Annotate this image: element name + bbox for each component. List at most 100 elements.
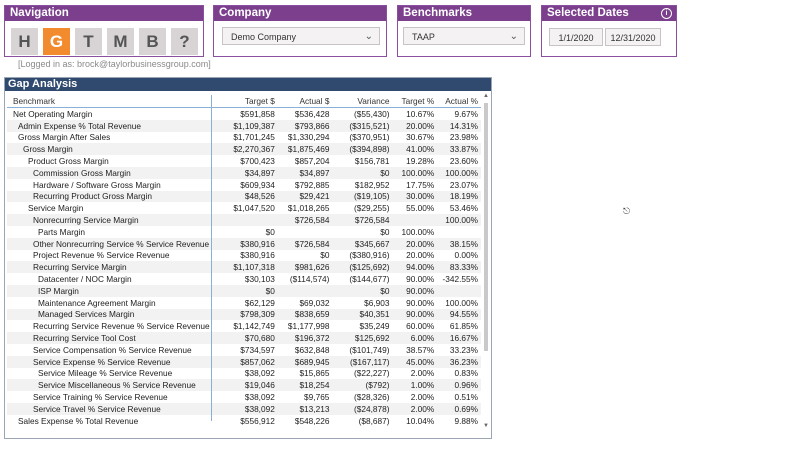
cell-tpct xyxy=(392,214,438,226)
nav-home-button[interactable]: H xyxy=(11,28,38,55)
cell-actual: $69,032 xyxy=(299,297,330,308)
table-row[interactable]: Recurring Service Tool Cost $70,680 $196,3… xyxy=(7,332,481,344)
table-row[interactable]: Product Gross Margin $700,423 $857,204 $156… xyxy=(7,155,481,167)
cell-actual: $838,659 xyxy=(277,308,333,321)
table-row[interactable]: Service Travel % Service Revenue $38,092 $… xyxy=(7,402,481,415)
company-title: Company xyxy=(214,6,386,21)
table-row[interactable]: Managed Services Margin $798,309 $838,659 $… xyxy=(7,308,481,321)
cell-target: $48,526 xyxy=(221,190,278,203)
cell-actual: $1,177,998 xyxy=(287,321,330,332)
scroll-up-icon[interactable]: ▲ xyxy=(483,93,489,99)
table-row[interactable]: Net Operating Margin $591,858 $536,428 ($55… xyxy=(7,108,481,120)
col-header-actual-pct[interactable]: Actual % xyxy=(437,94,481,108)
cell-apct: 9.67% xyxy=(454,108,478,119)
row-benchmark-name: Service Training % Service Revenue xyxy=(33,392,168,403)
benchmarks-dropdown[interactable]: TAAP ⌄ xyxy=(403,27,525,45)
row-benchmark-name: Managed Services Margin xyxy=(7,308,222,321)
cell-variance: ($55,430) xyxy=(353,108,390,119)
table-row[interactable]: Service Margin $1,047,520 $1,018,265 ($29,2… xyxy=(7,202,481,214)
cell-actual: $9,765 xyxy=(304,392,330,403)
cell-actual xyxy=(277,284,333,297)
table-row[interactable]: Hardware / Software Gross Margin $609,934… xyxy=(7,179,481,191)
table-row[interactable]: Datacenter / NOC Margin $30,103 ($114,574)… xyxy=(7,273,481,285)
cell-apct xyxy=(437,226,481,238)
cell-actual: $792,885 xyxy=(294,179,330,190)
row-benchmark-name: Recurring Product Gross Margin xyxy=(7,190,222,203)
cell-tpct: 100.00% xyxy=(401,226,435,237)
cell-target: $2,270,367 xyxy=(221,143,278,156)
start-date-input[interactable]: 1/1/2020 xyxy=(549,28,603,46)
col-header-benchmark[interactable]: Benchmark xyxy=(7,94,222,108)
cell-apct: 18.19% xyxy=(437,190,481,203)
end-date-input[interactable]: 12/31/2020 xyxy=(605,28,661,46)
cell-target: $0 xyxy=(221,284,278,297)
col-header-target-dollar[interactable]: Target $ xyxy=(221,94,278,108)
table-row[interactable]: Service Miscellaneous % Service Revenue $… xyxy=(7,379,481,392)
cell-target: $38,092 xyxy=(244,368,275,379)
cell-variance: ($167,117) xyxy=(332,355,393,368)
nav-benchmark-button[interactable]: B xyxy=(139,28,166,55)
scroll-down-icon[interactable]: ▼ xyxy=(483,423,489,429)
row-benchmark-name: Gross Margin After Sales xyxy=(18,132,111,143)
company-card: Company Demo Company ⌄ xyxy=(213,5,387,57)
table-row[interactable]: Service Compensation % Service Revenue $7… xyxy=(7,344,481,356)
cell-tpct: 20.00% xyxy=(392,237,438,250)
table-row[interactable]: Sales Expense % Total Revenue $556,912 $54… xyxy=(7,415,481,427)
cell-tpct: 19.28% xyxy=(406,156,435,167)
cell-tpct: 55.00% xyxy=(406,203,435,214)
row-benchmark-name: Sales Expense % Total Revenue xyxy=(18,415,139,426)
scrollbar-thumb[interactable] xyxy=(484,103,488,351)
cell-target: $700,423 xyxy=(240,156,275,167)
table-row[interactable]: ISP Margin $0 $0 90.00% xyxy=(7,284,481,297)
cell-apct: 61.85% xyxy=(449,321,478,332)
table-row[interactable]: Commission Gross Margin $34,897 $34,897 $0 1… xyxy=(7,166,481,179)
nav-help-button[interactable]: ? xyxy=(171,28,198,55)
row-benchmark-name: Service Compensation % Service Revenue xyxy=(33,344,192,355)
table-row[interactable]: Recurring Service Margin $1,107,318 $981,6… xyxy=(7,261,481,274)
cell-tpct: 10.67% xyxy=(406,108,435,119)
table-row[interactable]: Gross Margin $2,270,367 $1,875,469 ($394,89… xyxy=(7,143,481,156)
col-header-actual-dollar[interactable]: Actual $ xyxy=(277,94,333,108)
cell-variance: ($8,687) xyxy=(358,415,390,426)
cell-actual: $1,875,469 xyxy=(277,143,333,156)
cell-apct: 0.51% xyxy=(454,392,478,403)
table-row[interactable]: Recurring Service Revenue % Service Reve… xyxy=(7,320,481,332)
dates-card: Selected Dates i 1/1/2020 12/31/2020 xyxy=(541,5,677,57)
row-benchmark-name: Service Margin xyxy=(28,203,84,214)
table-row[interactable]: Maintenance Agreement Margin $62,129 $69,0… xyxy=(7,297,481,309)
nav-gap-button[interactable]: G xyxy=(43,28,70,55)
cell-target: $34,897 xyxy=(221,166,278,179)
table-row[interactable]: Parts Margin $0 $0 100.00% xyxy=(7,226,481,238)
row-benchmark-name: Product Gross Margin xyxy=(28,156,109,167)
table-row[interactable]: Nonrecurring Service Margin $726,584 $726,… xyxy=(7,214,481,226)
col-header-target-pct[interactable]: Target % xyxy=(392,94,438,108)
row-benchmark-name: Datacenter / NOC Margin xyxy=(38,274,132,285)
table-row[interactable]: Other Nonrecurring Service % Service Rev… xyxy=(7,237,481,250)
table-row[interactable]: Service Training % Service Revenue $38,09… xyxy=(7,391,481,403)
cell-tpct: 1.00% xyxy=(392,379,438,392)
table-row[interactable]: Gross Margin After Sales $1,701,245 $1,330… xyxy=(7,132,481,144)
company-dropdown[interactable]: Demo Company ⌄ xyxy=(222,27,380,45)
cell-actual: $1,018,265 xyxy=(287,203,330,214)
table-row[interactable]: Admin Expense % Total Revenue $1,109,387 $… xyxy=(7,119,481,132)
row-benchmark-name: Recurring Service Revenue % Service Reve… xyxy=(33,321,210,332)
cell-variance: $0 xyxy=(332,284,393,297)
cell-apct: 100.00% xyxy=(445,297,478,308)
row-benchmark-name: Other Nonrecurring Service % Service Rev… xyxy=(7,237,222,250)
table-row[interactable]: Recurring Product Gross Margin $48,526 $29… xyxy=(7,190,481,203)
cell-actual: $1,330,294 xyxy=(287,132,330,143)
cell-actual: $689,945 xyxy=(277,355,333,368)
cell-actual: $726,584 xyxy=(277,214,333,226)
benchmarks-card: Benchmarks TAAP ⌄ xyxy=(397,5,531,57)
table-body: Net Operating Margin $591,858 $536,428 ($55… xyxy=(7,108,481,427)
cell-variance: ($101,749) xyxy=(349,344,390,355)
nav-metrics-button[interactable]: M xyxy=(107,28,134,55)
col-header-variance[interactable]: Variance xyxy=(332,94,393,108)
row-benchmark-name: Project Revenue % Service Revenue xyxy=(33,250,170,261)
table-row[interactable]: Project Revenue % Service Revenue $380,91… xyxy=(7,250,481,262)
table-row[interactable]: Service Mileage % Service Revenue $38,092… xyxy=(7,368,481,380)
info-icon[interactable]: i xyxy=(661,8,672,19)
row-benchmark-name: Recurring Service Margin xyxy=(7,261,222,274)
table-row[interactable]: Service Expense % Service Revenue $857,06… xyxy=(7,355,481,368)
nav-trend-button[interactable]: T xyxy=(75,28,102,55)
